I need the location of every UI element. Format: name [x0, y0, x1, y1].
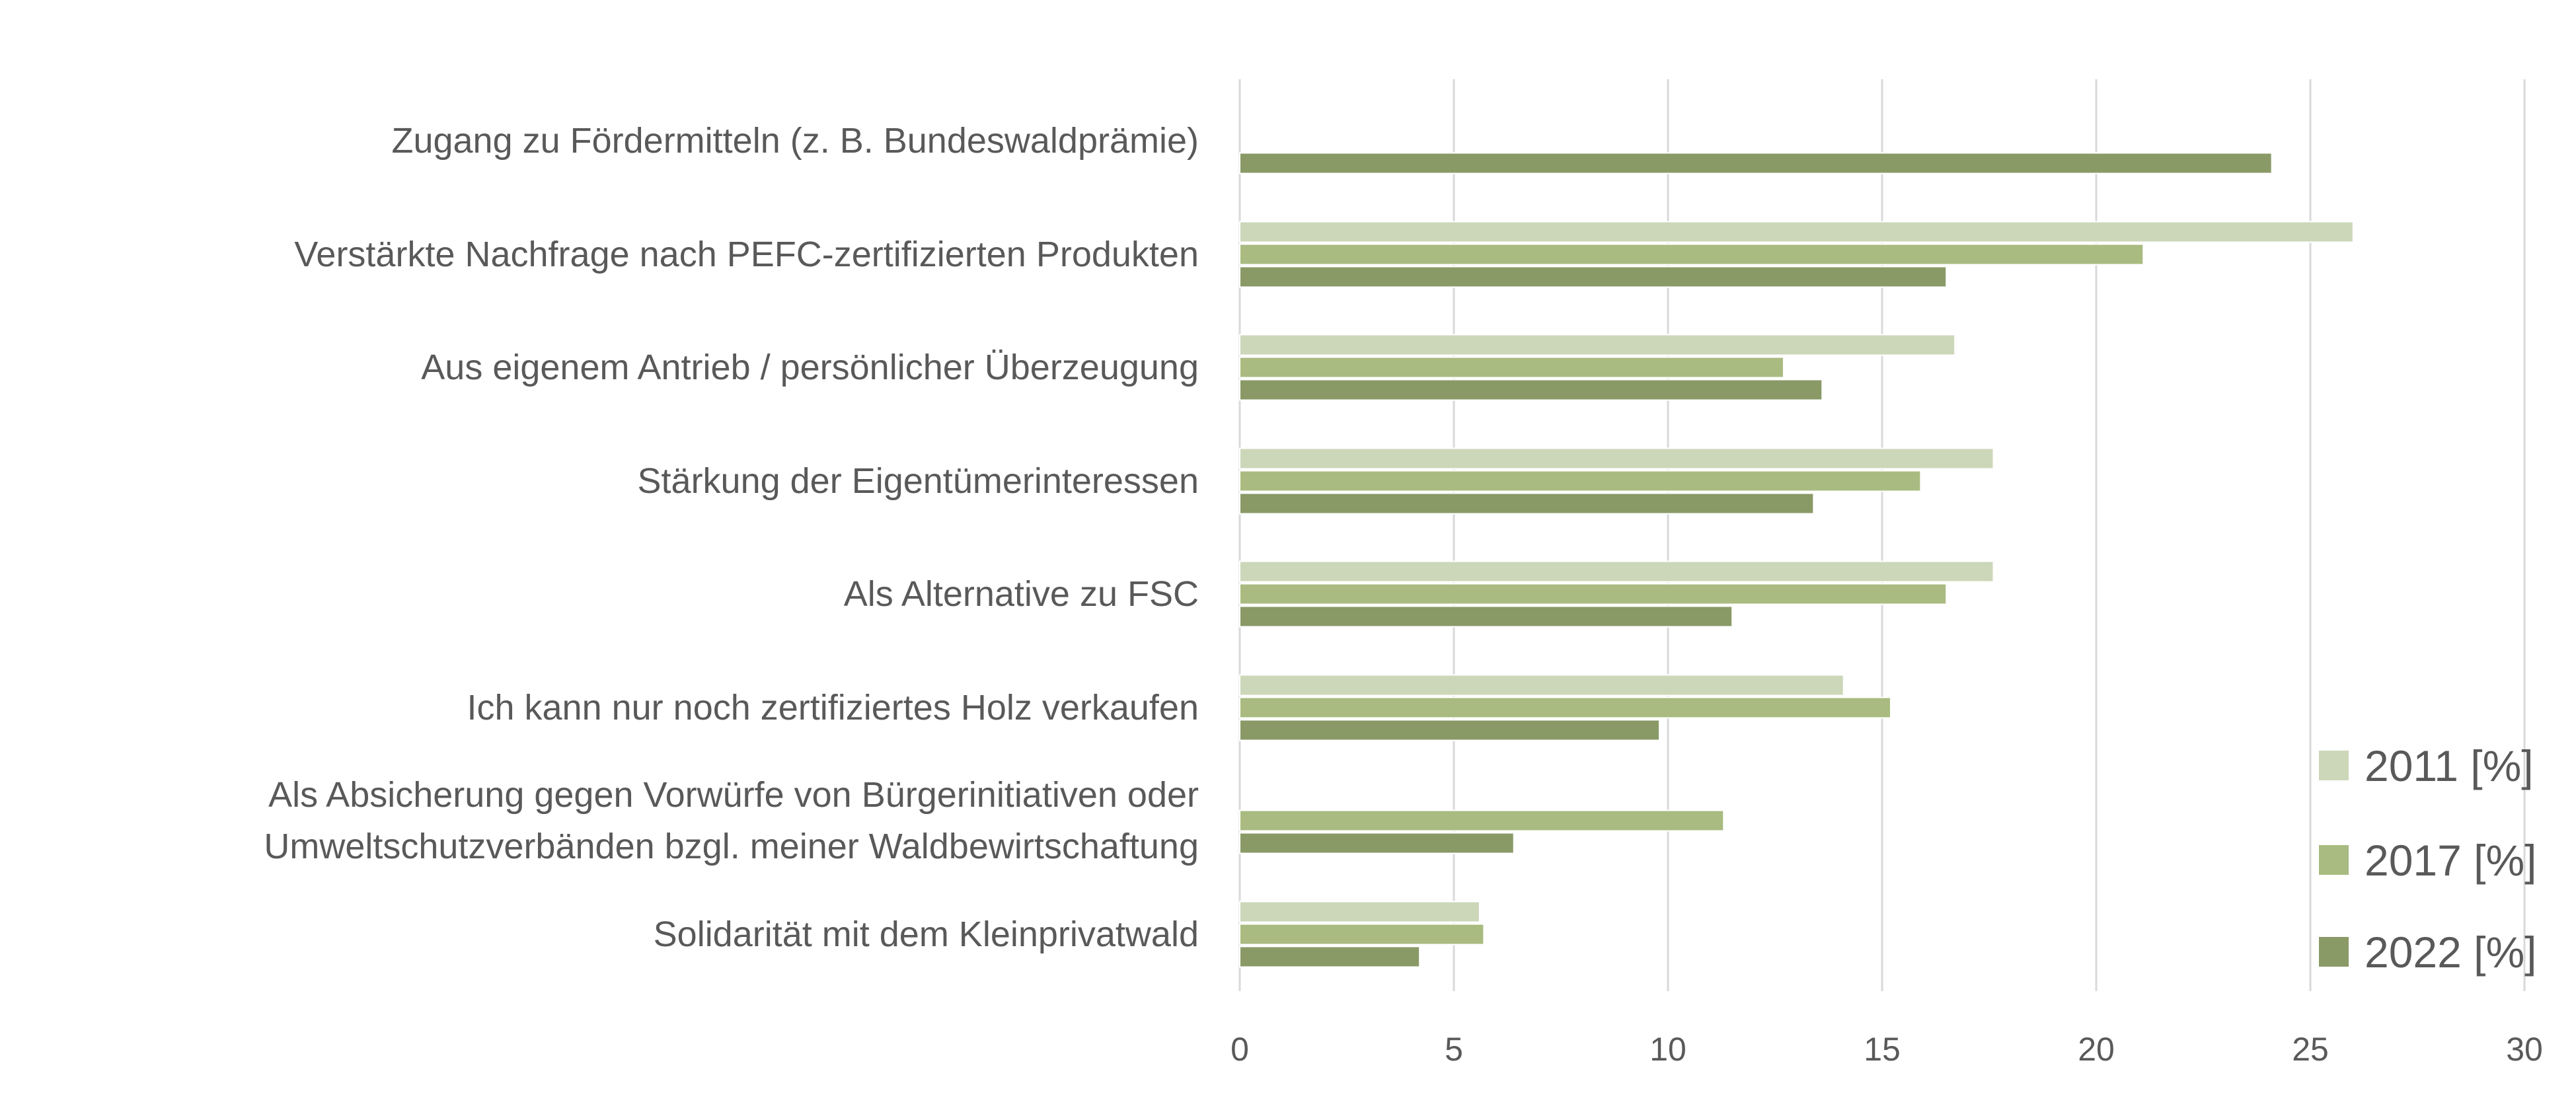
category-label-4: Als Alternative zu FSC: [844, 574, 1199, 614]
bar-2-6: [1239, 832, 1515, 854]
bar-0-5: [1239, 674, 1844, 696]
bar-1-4: [1239, 583, 1948, 605]
bar-0-4: [1239, 560, 1994, 583]
bar-0-7: [1239, 901, 1480, 923]
bar-1-7: [1239, 923, 1485, 946]
category-label-3: Stärkung der Eigentümerinteressen: [638, 461, 1199, 501]
bar-1-6: [1239, 809, 1725, 832]
legend: 2011 [%] 2017 [%] 2022 [%]: [2319, 741, 2537, 977]
bar-2-7: [1239, 946, 1421, 968]
bars: [1239, 152, 2354, 968]
legend-swatch-0: [2319, 751, 2349, 780]
x-tick-label-5: 5: [1445, 1031, 1463, 1068]
x-axis-tick-labels: 0 5 10 15 20 25 30: [1231, 1031, 2543, 1068]
x-tick-label-15: 15: [1864, 1031, 1901, 1068]
bar-0-1: [1239, 221, 2354, 243]
bar-1-3: [1239, 470, 1922, 492]
bar-2-3: [1239, 492, 1815, 515]
bar-1-2: [1239, 356, 1784, 379]
category-label-0: Zugang zu Fördermitteln (z. B. Bundeswal…: [391, 121, 1199, 161]
bar-0-2: [1239, 334, 1956, 356]
x-tick-label-30: 30: [2506, 1031, 2543, 1068]
category-label-1: Verstärkte Nachfrage nach PEFC-zertifizi…: [294, 235, 1199, 274]
category-label-5: Ich kann nur noch zertifiziertes Holz ve…: [467, 688, 1199, 727]
x-tick-label-20: 20: [2078, 1031, 2115, 1068]
bar-1-1: [1239, 243, 2144, 266]
x-tick-label-0: 0: [1231, 1031, 1249, 1068]
legend-swatch-2: [2319, 937, 2349, 967]
category-label-6-line-0: Als Absicherung gegen Vorwürfe von Bürge…: [268, 775, 1199, 815]
bar-2-5: [1239, 719, 1661, 741]
category-labels: Zugang zu Fördermitteln (z. B. Bundeswal…: [264, 121, 1199, 954]
category-label-7: Solidarität mit dem Kleinprivatwald: [654, 914, 1199, 954]
bar-0-3: [1239, 447, 1994, 470]
x-tick-label-25: 25: [2292, 1031, 2329, 1068]
bar-2-1: [1239, 266, 1948, 288]
legend-swatch-1: [2319, 845, 2349, 875]
bar-2-4: [1239, 605, 1733, 628]
category-label-2: Aus eigenem Antrieb / persönlicher Überz…: [421, 348, 1199, 387]
bar-2-2: [1239, 379, 1823, 401]
bar-1-5: [1239, 696, 1891, 719]
bar-2-0: [1239, 152, 2273, 174]
legend-label-2: 2022 [%]: [2365, 928, 2537, 977]
category-label-6-line-1: Umweltschutzverbänden bzgl. meiner Waldb…: [264, 827, 1199, 866]
legend-label-1: 2017 [%]: [2365, 836, 2537, 885]
legend-label-0: 2011 [%]: [2365, 741, 2534, 790]
x-tick-label-10: 10: [1649, 1031, 1686, 1068]
